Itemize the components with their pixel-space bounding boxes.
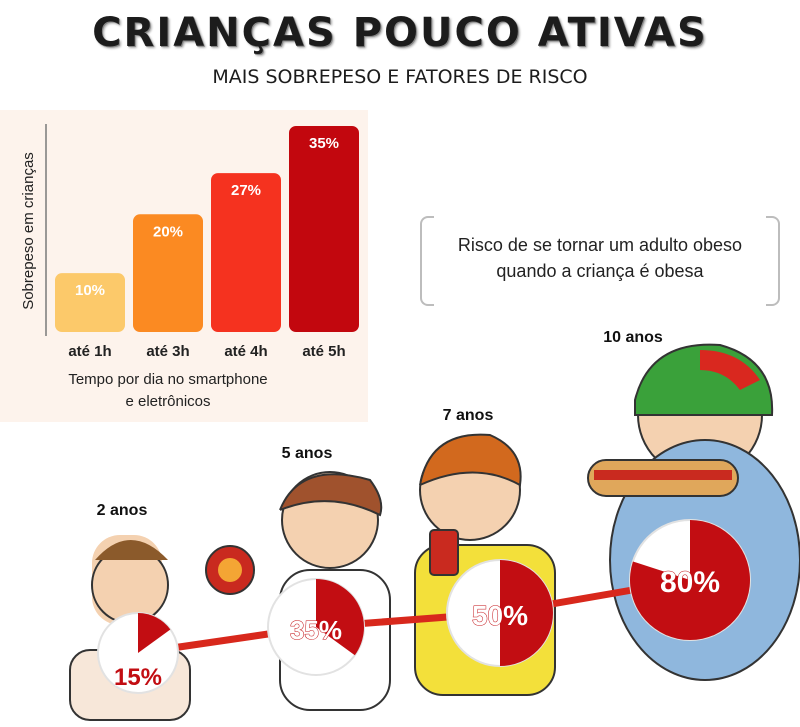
pie-slice bbox=[500, 560, 553, 666]
pie-slice bbox=[630, 520, 750, 640]
pie-value-label: 50% bbox=[472, 600, 528, 631]
x-axis-label-line: e eletrônicos bbox=[125, 393, 210, 410]
x-tick-label: até 1h bbox=[68, 343, 111, 360]
x-axis-label-line: Tempo por dia no smartphone bbox=[68, 371, 267, 388]
bar-chart-panel: Sobrepeso em crianças 10% até 1h 20% até 3h 2… bbox=[0, 110, 368, 422]
pie-slice bbox=[316, 579, 364, 656]
x-tick-label: até 4h bbox=[224, 343, 267, 360]
risk-pie-2: 35% bbox=[267, 578, 365, 676]
bar-3 bbox=[211, 173, 281, 332]
age-label: 5 anos bbox=[282, 445, 333, 462]
risk-caption-line-1: Risco de se tornar um adulto obeso bbox=[457, 235, 743, 255]
x-tick-label: até 3h bbox=[146, 343, 189, 360]
right-bracket bbox=[766, 216, 780, 306]
risk-pies: 15% 35% 50% 80% bbox=[97, 519, 751, 694]
bar-2 bbox=[133, 214, 203, 332]
bar-chart: Sobrepeso em crianças 10% até 1h 20% até 3h 2… bbox=[20, 124, 359, 410]
risk-pie-1: 15% bbox=[97, 612, 179, 694]
bar-value-label: 35% bbox=[309, 135, 339, 152]
bar-value-label: 20% bbox=[153, 223, 183, 240]
risk-caption-line-2: quando a criança é obesa bbox=[496, 261, 704, 281]
bar-1 bbox=[55, 273, 125, 332]
bar-4 bbox=[289, 126, 359, 332]
age-label: 7 anos bbox=[443, 407, 494, 424]
age-label: 10 anos bbox=[603, 329, 663, 346]
bar-value-label: 10% bbox=[75, 282, 105, 299]
risk-pie-4: 80% bbox=[629, 519, 751, 641]
x-tick-label: até 5h bbox=[302, 343, 345, 360]
pie-value-label: 35% bbox=[290, 615, 342, 645]
risk-caption: Risco de se tornar um adulto obeso quand… bbox=[434, 232, 766, 284]
bar-value-label: 27% bbox=[231, 182, 261, 199]
page-title: CRIANÇAS POUCO ATIVAS bbox=[92, 10, 708, 56]
risk-trend-line bbox=[134, 576, 694, 657]
pie-value-label: 15% bbox=[114, 664, 162, 691]
page-subtitle: MAIS SOBREPESO E FATORES DE RISCO bbox=[212, 66, 588, 88]
risk-pie-3: 50% bbox=[446, 559, 554, 667]
pie-slice bbox=[138, 613, 171, 653]
age-label: 2 anos bbox=[97, 502, 148, 519]
left-bracket bbox=[420, 216, 434, 306]
risk-progression-scene: 15% 35% 50% 80% 2 anos 5 anos 7 anos 10 anos bbox=[69, 329, 800, 721]
risk-caption-box: Risco de se tornar um adulto obeso quand… bbox=[420, 216, 780, 306]
pie-value-label: 80% bbox=[660, 566, 720, 599]
y-axis-label: Sobrepeso em crianças bbox=[20, 152, 37, 310]
age-labels: 2 anos 5 anos 7 anos 10 anos bbox=[97, 329, 663, 519]
